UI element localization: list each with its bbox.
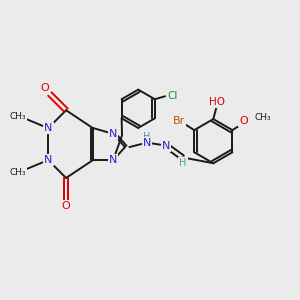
Text: H: H (143, 132, 151, 142)
Text: O: O (62, 201, 70, 211)
Text: HO: HO (209, 97, 225, 107)
Text: Cl: Cl (168, 91, 178, 101)
Text: CH₃: CH₃ (10, 168, 26, 177)
Text: O: O (40, 83, 49, 93)
Text: N: N (109, 129, 117, 139)
Text: Br: Br (173, 116, 185, 126)
Text: methyl: methyl (15, 116, 20, 117)
Text: CH₃: CH₃ (254, 113, 271, 122)
Text: O: O (239, 116, 248, 126)
Text: H: H (179, 158, 187, 168)
Text: N: N (44, 155, 52, 165)
Text: N: N (162, 141, 170, 151)
Text: N: N (44, 123, 52, 133)
Text: N: N (143, 138, 151, 148)
Text: N: N (109, 155, 117, 165)
Text: CH₃: CH₃ (10, 112, 26, 121)
